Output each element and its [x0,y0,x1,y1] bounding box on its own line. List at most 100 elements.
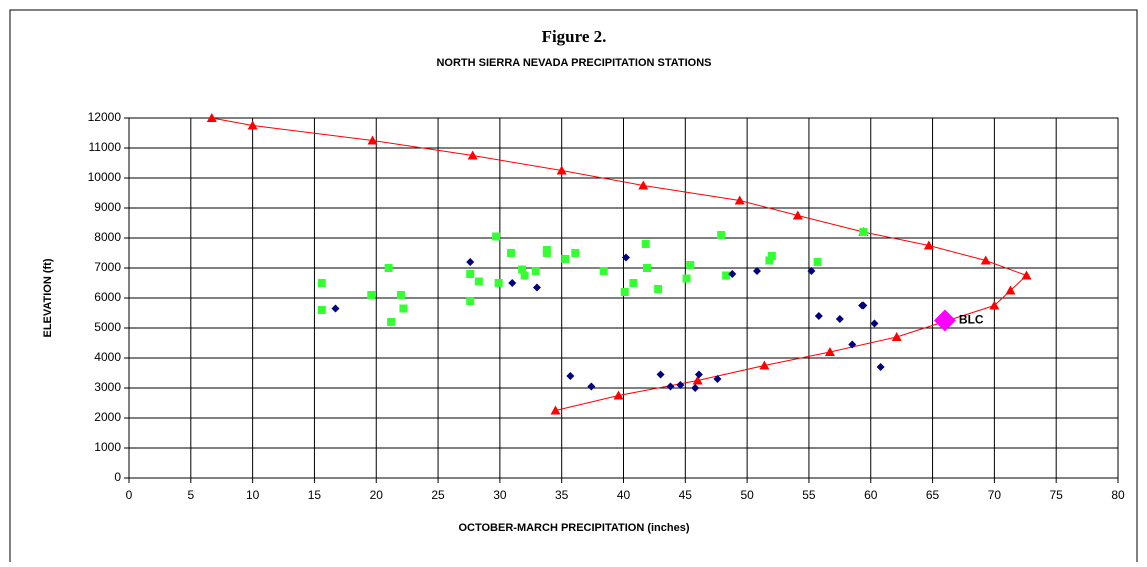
point [641,240,650,248]
point [571,249,580,257]
point [686,261,695,269]
point [835,315,844,323]
point [550,405,561,415]
point [792,210,803,220]
point [691,384,700,392]
point [980,255,991,265]
point [753,267,762,275]
y-axis-title: ELEVATION (ft) [42,258,54,337]
point [466,270,475,278]
point [317,279,326,287]
point [629,279,638,287]
point [638,180,649,190]
x-tick-label: 0 [126,488,133,502]
point [621,253,630,262]
point [492,232,501,241]
point [859,301,868,310]
point [891,332,902,341]
point [654,285,663,293]
point [656,370,665,379]
x-tick-label: 20 [370,488,384,502]
point [556,165,567,175]
y-tick-label: 3000 [94,380,121,394]
point [494,279,503,287]
x-tick-label: 35 [555,488,569,502]
point [713,375,722,383]
y-tick-label: 6000 [94,290,121,304]
point [384,264,393,272]
point [734,195,745,205]
point [387,318,396,326]
point [767,252,776,260]
x-tick-label: 65 [926,488,940,502]
x-tick-label: 55 [802,488,816,502]
x-tick-label: 60 [864,488,878,502]
point [824,347,835,356]
point [620,288,629,296]
point [367,291,376,299]
point [859,228,868,236]
point [876,363,885,371]
point [848,340,857,349]
y-tick-label: 11000 [89,140,122,154]
point [814,312,823,320]
y-tick-label: 7000 [94,260,121,274]
point [566,372,575,380]
point [1021,270,1032,280]
point [542,246,551,254]
point [561,255,570,263]
point [507,249,516,257]
point [1005,285,1016,295]
x-axis-title: OCTOBER-MARCH PRECIPITATION (inches) [458,522,689,534]
x-tick-label: 15 [308,488,322,502]
y-tick-label: 12000 [88,110,122,124]
point [396,291,405,299]
point [717,231,726,239]
x-tick-label: 70 [988,488,1002,502]
point [474,277,483,286]
point [694,370,703,379]
y-tick-label: 1000 [94,440,121,454]
point-label: BLC [959,313,984,327]
point [367,135,378,145]
point [331,304,340,313]
x-tick-label: 40 [617,488,631,502]
point [722,271,731,280]
x-tick-label: 10 [246,488,260,502]
point [759,360,770,370]
point [247,120,258,130]
point [666,382,675,391]
y-tick-label: 9000 [94,200,121,214]
point [728,270,737,278]
point [642,264,651,272]
point [676,381,685,389]
chart-subtitle: NORTH SIERRA NEVADA PRECIPITATION STATIO… [436,57,711,69]
series-line [211,117,1028,411]
point [870,319,879,328]
point [587,382,596,391]
point [466,258,475,266]
y-tick-label: 10000 [88,170,122,184]
x-tick-label: 25 [431,488,445,502]
y-tick-label: 0 [114,470,121,484]
point [613,390,624,400]
y-tick-label: 8000 [94,230,121,244]
point [933,309,956,332]
point [989,300,1000,310]
x-tick-label: 45 [679,488,693,502]
point [508,279,517,287]
point [807,267,816,275]
point [765,256,774,265]
point [518,265,527,274]
point [532,283,541,292]
x-tick-label: 80 [1111,488,1125,502]
point [692,375,703,385]
point [531,267,540,275]
point [813,258,822,266]
point [599,267,608,275]
y-tick-label: 4000 [94,350,121,364]
point [682,274,691,283]
point [923,240,934,250]
